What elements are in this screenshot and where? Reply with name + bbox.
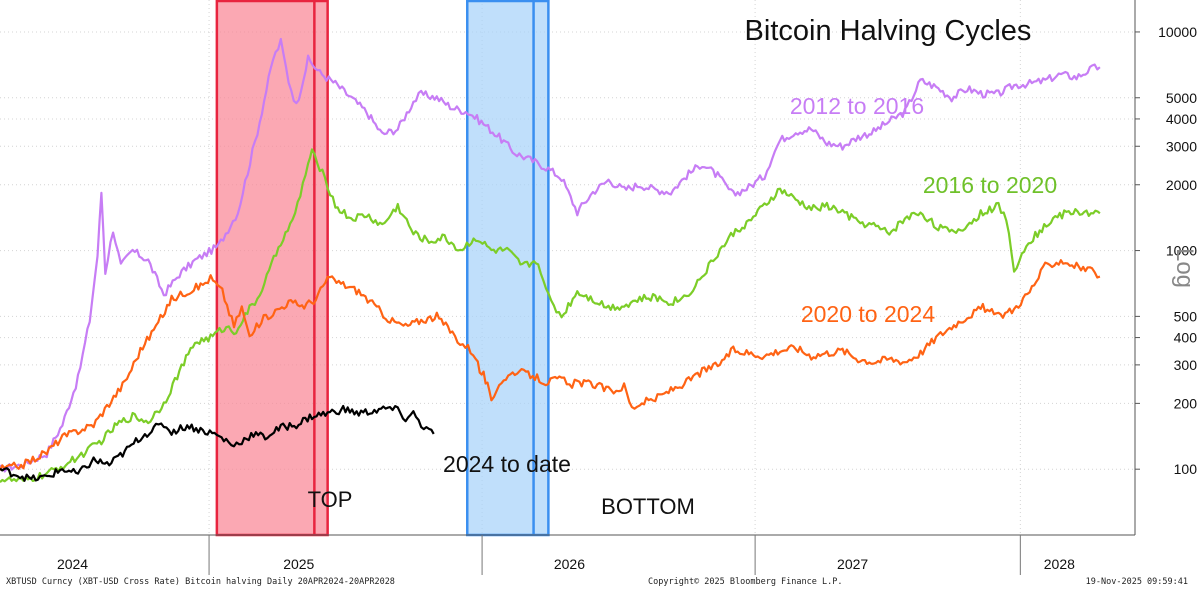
band-label-top: TOP — [308, 487, 353, 512]
series-label-2024: 2024 to date — [443, 451, 571, 477]
series-line-2012-to-2016 — [0, 37, 1101, 473]
y-axis-title: Log — [1171, 248, 1198, 288]
band-top — [215, 0, 329, 537]
series-line-2024-to-date — [0, 404, 435, 482]
y-tick-label: 500 — [1174, 308, 1198, 324]
y-tick-label: 300 — [1174, 357, 1198, 373]
x-tick-label: 2028 — [1044, 556, 1075, 572]
y-tick-label: 200 — [1174, 395, 1198, 411]
series-label-2012: 2012 to 2016 — [790, 93, 924, 119]
y-tick-label: 10000 — [1158, 24, 1197, 40]
y-tick-label: 3000 — [1166, 138, 1197, 154]
chart-labels: Bitcoin Halving Cycles Log 2012 to 2016 … — [308, 15, 1198, 519]
band-label-bottom: BOTTOM — [601, 494, 695, 519]
series-label-2016: 2016 to 2020 — [923, 172, 1057, 198]
y-tick-label: 1000 — [1166, 243, 1197, 259]
x-tick-label: 2026 — [554, 556, 585, 572]
series-line-2020-to-2024 — [0, 259, 1101, 471]
series-label-2020: 2020 to 2024 — [801, 301, 936, 327]
y-tick-label: 100 — [1174, 461, 1198, 477]
x-tick-label: 2025 — [283, 556, 314, 572]
series-lines — [0, 37, 1101, 483]
band-bottom — [466, 0, 550, 537]
y-tick-label: 4000 — [1166, 111, 1197, 127]
y-tick-label: 2000 — [1166, 177, 1197, 193]
x-tick-label: 2024 — [57, 556, 88, 572]
y-tick-label: 5000 — [1166, 90, 1197, 106]
x-tick-label: 2027 — [837, 556, 868, 572]
chart-title: Bitcoin Halving Cycles — [745, 15, 1032, 47]
series-line-2016-to-2020 — [0, 148, 1101, 483]
footer-source: XBTUSD Curncy (XBT-USD Cross Rate) Bitco… — [6, 577, 395, 587]
y-tick-label: 400 — [1174, 330, 1198, 346]
footer-copyright: Copyright© 2025 Bloomberg Finance L.P. — [648, 577, 843, 587]
axes: 100 200 300 400 500 1000 2000 3000 4000 5000 10000… — [0, 0, 1197, 575]
footer-timestamp: 19-Nov-2025 09:59:41 — [1085, 577, 1188, 587]
